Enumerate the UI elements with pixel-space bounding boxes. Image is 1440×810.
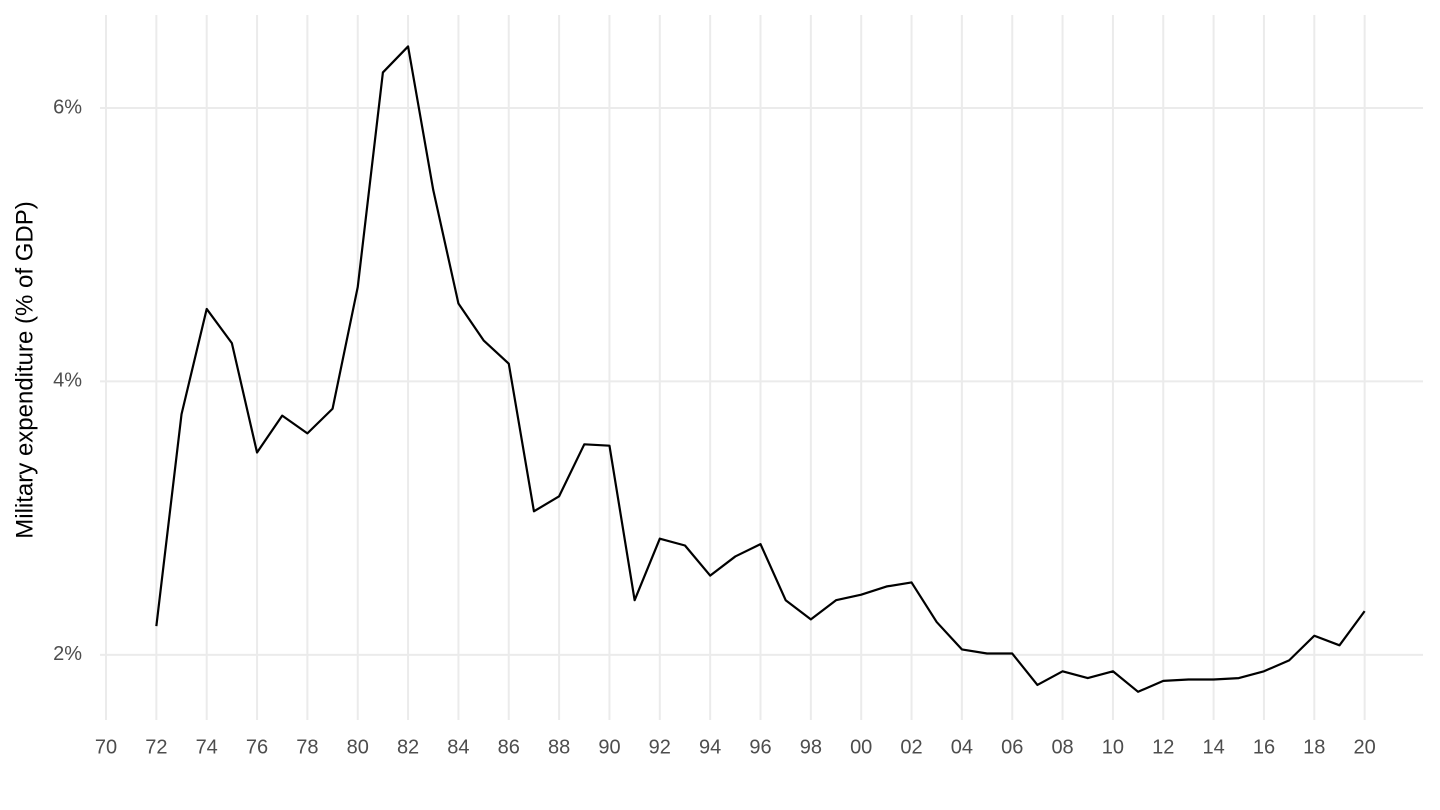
x-tick-label: 88 [548,736,570,758]
x-tick-label: 98 [800,736,822,758]
x-tick-label: 20 [1354,736,1376,758]
x-tick-label: 16 [1253,736,1275,758]
x-tick-label: 96 [749,736,771,758]
x-tick-label: 06 [1001,736,1023,758]
x-tick-label: 94 [699,736,721,758]
line-series [155,45,1366,693]
x-tick-label: 78 [296,736,318,758]
y-tick-label: 4% [53,370,82,392]
x-tick-label: 80 [347,736,369,758]
x-tick-label: 82 [397,736,419,758]
x-tick-label: 12 [1152,736,1174,758]
x-tick-label: 86 [498,736,520,758]
x-tick-label: 70 [95,736,117,758]
x-tick-label: 08 [1051,736,1073,758]
x-tick-label: 10 [1102,736,1124,758]
x-tick-label: 72 [145,736,167,758]
x-tick-label: 02 [900,736,922,758]
y-tick-label: 6% [53,96,82,118]
x-tick-label: 76 [246,736,268,758]
y-axis-label: Military expenditure (% of GDP) [11,201,38,538]
x-tick-label: 84 [447,736,469,758]
x-tick-label: 90 [598,736,620,758]
x-tick-label: 74 [196,736,218,758]
x-tick-label: 00 [850,736,872,758]
x-tick-label: 14 [1202,736,1224,758]
x-tick-label: 18 [1303,736,1325,758]
x-tick-label: 04 [951,736,973,758]
x-tick-label: 92 [649,736,671,758]
y-tick-label: 2% [53,643,82,665]
